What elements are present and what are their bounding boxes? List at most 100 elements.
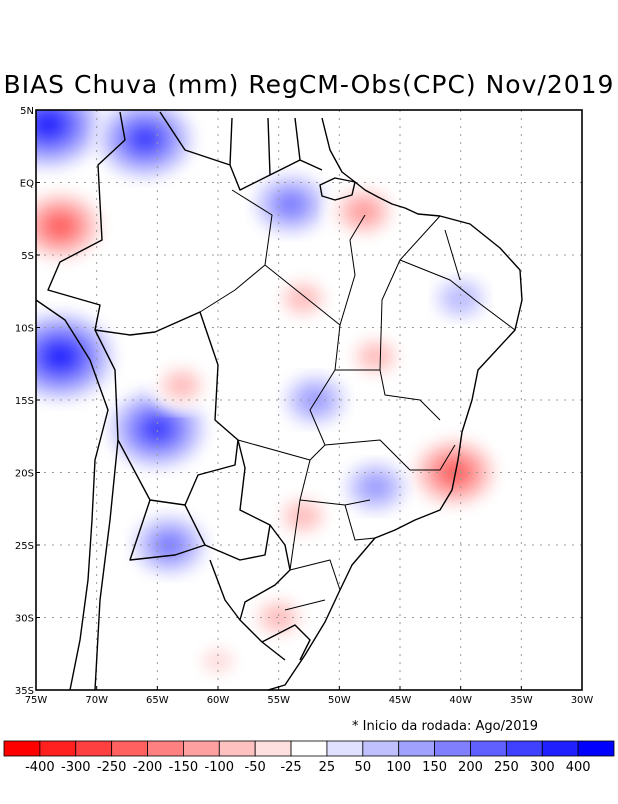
lat-tick-label: 5N (20, 106, 34, 117)
marajo-island (319, 177, 356, 201)
lat-axis: 5N EQ 5S 10S 15S 20S 25S 30S 35S (15, 106, 40, 697)
bias-contour (49, 347, 72, 366)
dry-espirito-santo (405, 431, 505, 514)
colorbar-swatch (398, 740, 435, 757)
colorbar-label: 25 (319, 760, 336, 775)
lat-tick-label: 20S (15, 469, 34, 480)
chile-argentina-divide (94, 439, 119, 690)
colorbar-label: -150 (169, 760, 199, 775)
bias-contour (48, 216, 72, 236)
colorbar-label: 400 (566, 760, 591, 775)
lon-tick-label: 35W (510, 695, 533, 706)
dry-argentina-south (191, 639, 245, 683)
paraguay-border (184, 504, 271, 561)
bias-contour (278, 193, 304, 215)
lon-tick-label: 65W (146, 695, 169, 706)
bias-contour (361, 475, 390, 499)
colorbar-swatch (362, 740, 400, 757)
brazil-west-border (47, 111, 291, 661)
coastline-path (267, 117, 523, 690)
lon-tick-label: 70W (85, 695, 108, 706)
colorbar-swatch (183, 740, 220, 757)
lat-tick-label: 10S (15, 324, 34, 335)
lon-tick-label: 45W (389, 695, 412, 706)
bias-contour (145, 419, 169, 439)
colorbar-label: -200 (133, 760, 163, 775)
bias-contour (289, 504, 317, 528)
state-borders (199, 189, 516, 611)
map-title: BIAS Chuva (mm) RegCM-Obs(CPC) Nov/2019 (3, 70, 615, 99)
colorbar-swatch (541, 740, 579, 757)
bias-contour (167, 374, 196, 397)
colorbar-swatch (111, 740, 148, 757)
bias-contour (301, 388, 329, 412)
colorbar-label: 100 (386, 760, 411, 775)
colorbar-swatch (3, 740, 41, 757)
dry-para-coast (325, 180, 402, 243)
bias-contour (202, 647, 234, 675)
colorbar-swatch (218, 740, 256, 757)
colorbar-swatch (254, 740, 292, 757)
wet-northeast (434, 276, 488, 321)
run-start-note: * Inicio da rodada: Ago/2019 (352, 719, 539, 734)
colorbar-label: 300 (530, 760, 555, 775)
colorbar: -400 -300 -250 -200 -150 -100 -50 -25 25 50 100 150… (3, 740, 615, 775)
colorbar-label: -50 (245, 760, 266, 775)
bias-field (36, 110, 505, 683)
bias-contour (264, 606, 293, 629)
dry-tocantins (343, 329, 408, 384)
lon-tick-label: 75W (25, 695, 48, 706)
colorbar-label: 200 (458, 760, 483, 775)
colorbar-swatch (577, 740, 615, 757)
bias-contour (350, 201, 377, 222)
lat-tick-label: 35S (15, 686, 34, 697)
lat-tick-label: 25S (15, 541, 34, 552)
colorbar-swatch (326, 740, 364, 757)
colorbar-swatch (434, 740, 471, 757)
wet-goias (282, 373, 348, 427)
dry-west-amazon (36, 185, 110, 267)
bias-contour (444, 285, 477, 312)
bias-contour (133, 129, 157, 149)
argentina-border (129, 499, 241, 621)
lat-tick-label: 5S (21, 251, 34, 262)
bias-contour (361, 345, 390, 368)
bias-contour (443, 463, 467, 482)
lon-tick-label: 60W (207, 695, 230, 706)
uruguay-border (261, 624, 311, 661)
colorbar-swatch (470, 740, 507, 757)
lon-axis: 75W 70W 65W 60W 55W 50W 45W 40W 35W 30W (25, 686, 593, 706)
colorbar-swatch (75, 740, 113, 757)
colorbar-label: 150 (422, 760, 447, 775)
lon-tick-label: 50W (328, 695, 351, 706)
bias-contour (289, 287, 317, 310)
dry-para-central (270, 271, 336, 326)
political-boundaries (36, 111, 523, 690)
dry-rondonia (149, 358, 214, 413)
colorbar-label: -300 (61, 760, 91, 775)
colorbar-label: -400 (25, 760, 55, 775)
lat-tick-label: EQ (20, 179, 34, 190)
bias-contour (37, 115, 60, 134)
lat-tick-label: 30S (15, 614, 34, 625)
colorbar-label: -250 (97, 760, 127, 775)
colorbar-label: -25 (280, 760, 301, 775)
colorbar-label: -100 (205, 760, 235, 775)
lon-tick-label: 55W (267, 695, 290, 706)
colorbar-swatch (505, 740, 543, 757)
bolivia-border (94, 329, 239, 506)
colorbar-swatch (290, 740, 328, 757)
andes-coast (36, 299, 109, 690)
dry-parana (270, 489, 336, 543)
colorbar-label: 50 (355, 760, 372, 775)
lon-tick-label: 40W (449, 695, 472, 706)
dry-rio-grande-do-sul (246, 590, 311, 645)
lat-tick-label: 15S (15, 396, 34, 407)
colorbar-swatch (39, 740, 77, 757)
colorbar-swatch (147, 740, 184, 757)
guianas-border (229, 117, 301, 176)
wet-minas (343, 460, 408, 514)
wet-chaco (131, 513, 208, 577)
